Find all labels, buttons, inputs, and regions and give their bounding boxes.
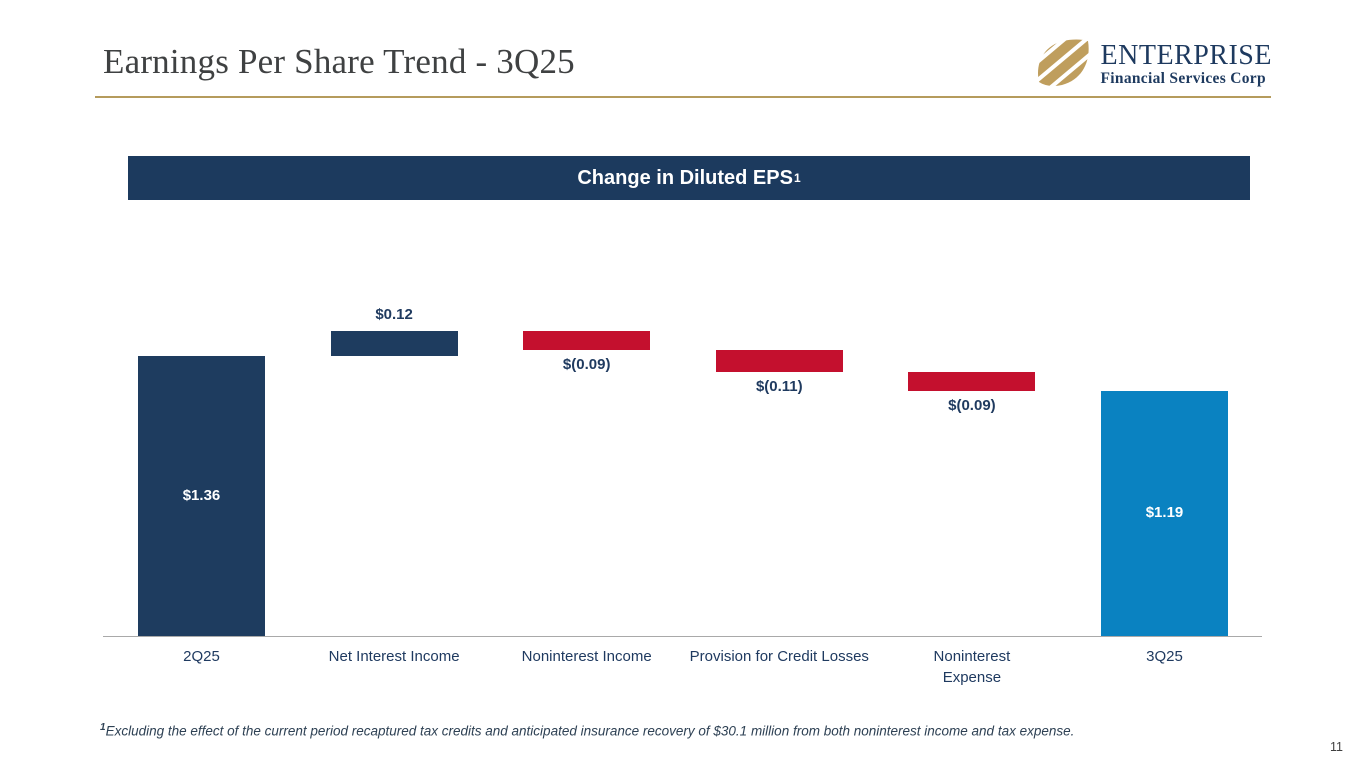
bar-value-label-5: $(0.09) — [948, 396, 996, 414]
footnote: 1Excluding the effect of the current per… — [100, 722, 1270, 739]
category-label-1: 2Q25 — [183, 648, 220, 665]
x-axis-line — [103, 636, 1262, 637]
waterfall-bar-5 — [908, 372, 1036, 391]
logo-name: ENTERPRISE — [1100, 39, 1272, 71]
waterfall-bar-6 — [1101, 390, 1228, 636]
waterfall-bar-2 — [330, 331, 458, 356]
category-label-4: Provision for Credit Losses — [689, 648, 869, 665]
bar-value-label-2: $0.12 — [375, 306, 413, 324]
bar-value-label-6: $1.19 — [1145, 504, 1184, 522]
waterfall-bar-3 — [523, 331, 651, 350]
category-label-5: Noninterest Expense — [933, 648, 1011, 686]
waterfall-bar-4 — [715, 349, 843, 373]
enterprise-logo: ENTERPRISE Financial Services Corp — [1034, 38, 1272, 90]
logo-text: ENTERPRISE Financial Services Corp — [1100, 39, 1272, 87]
chart-title-superscript: 1 — [793, 171, 801, 185]
category-label-6: 3Q25 — [1146, 648, 1183, 665]
category-label-3: Noninterest Income — [521, 648, 652, 665]
bar-value-label-3: $(0.09) — [562, 355, 611, 373]
gold-divider — [95, 96, 1271, 98]
footnote-text: Excluding the effect of the current peri… — [105, 723, 1075, 739]
slide-title: Earnings Per Share Trend - 3Q25 — [103, 42, 575, 81]
waterfall-bar-1 — [138, 355, 265, 636]
chart-title-bar: Change in Diluted EPS 1 — [128, 156, 1250, 200]
logo-stripes-icon — [1037, 39, 1089, 86]
footnote-superscript: 1 — [100, 722, 106, 733]
bar-value-label-1: $1.36 — [182, 486, 221, 504]
page-number: 11 — [1330, 740, 1343, 754]
bar-value-label-4: $(0.11) — [755, 378, 803, 396]
category-label-2: Net Interest Income — [328, 648, 460, 665]
logo-subtitle: Financial Services Corp — [1100, 69, 1266, 87]
chart-title: Change in Diluted EPS — [577, 166, 793, 189]
